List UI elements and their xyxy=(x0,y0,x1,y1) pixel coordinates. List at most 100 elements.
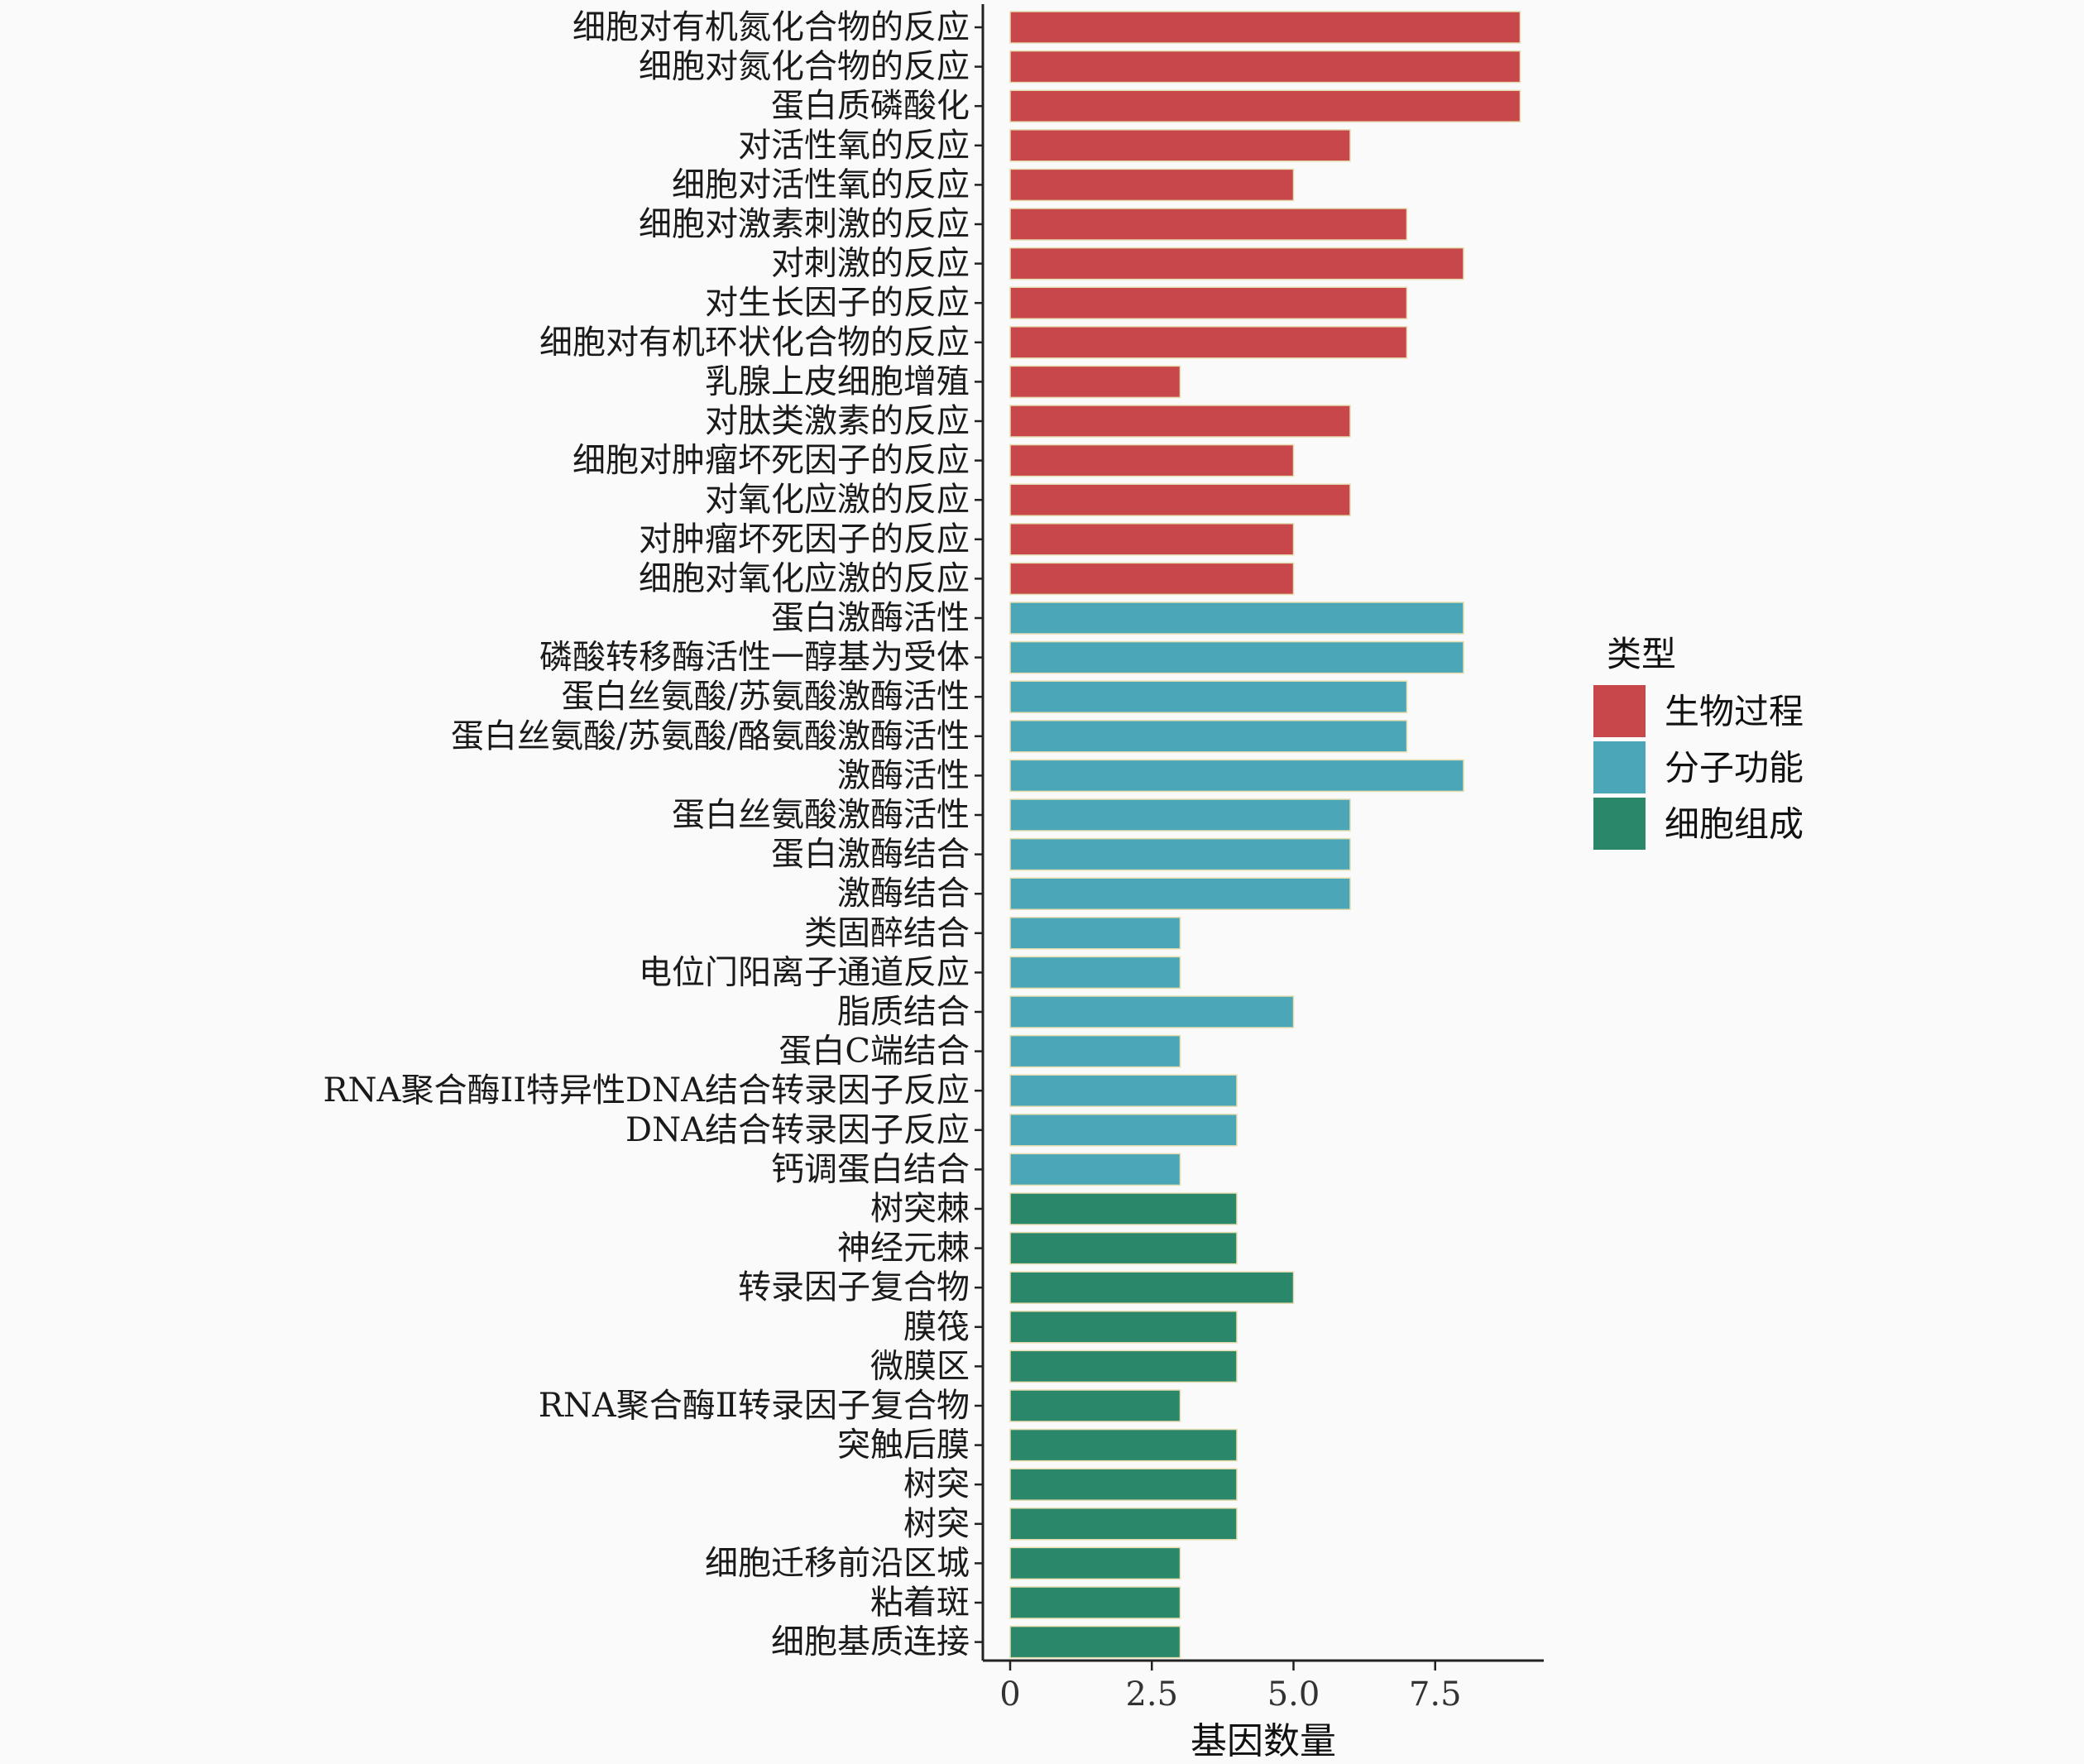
category-label-32: 转录因子复合物 xyxy=(738,1268,970,1306)
category-label-8: 细胞对有机环状化合物的反应 xyxy=(539,324,970,362)
bar-17 xyxy=(1009,680,1408,713)
bar-21 xyxy=(1009,837,1351,871)
category-label-0: 细胞对有机氮化合物的反应 xyxy=(573,8,970,46)
category-label-36: 突触后膜 xyxy=(837,1426,970,1464)
bar-34 xyxy=(1009,1349,1238,1383)
bar-40 xyxy=(1009,1586,1181,1619)
legend-label-2: 细胞组成 xyxy=(1665,804,1804,845)
legend-swatch-1 xyxy=(1593,741,1646,793)
x-axis-title: 基因数量 xyxy=(1191,1720,1336,1762)
category-label-28: DNA结合转录因子反应 xyxy=(625,1111,970,1149)
x-tick-label-3: 7.5 xyxy=(1409,1675,1462,1714)
bar-22 xyxy=(1009,877,1351,910)
category-label-21: 蛋白激酶结合 xyxy=(771,836,970,874)
category-label-29: 钙调蛋白结合 xyxy=(771,1150,970,1188)
category-label-24: 电位门阳离子通道反应 xyxy=(639,953,970,991)
bar-12 xyxy=(1009,483,1351,516)
category-label-26: 蛋白C端结合 xyxy=(779,1033,970,1071)
bar-35 xyxy=(1009,1389,1181,1422)
category-label-30: 树突棘 xyxy=(870,1190,970,1228)
category-label-10: 对肽类激素的反应 xyxy=(705,402,970,440)
category-label-15: 蛋白激酶活性 xyxy=(771,599,970,637)
bar-16 xyxy=(1009,640,1464,674)
category-label-13: 对肿瘤坏死因子的反应 xyxy=(639,520,970,558)
category-label-5: 细胞对激素刺激的反应 xyxy=(639,205,970,243)
bar-30 xyxy=(1009,1192,1238,1225)
category-label-23: 类固醉结合 xyxy=(804,914,970,952)
bar-13 xyxy=(1009,523,1295,556)
bar-7 xyxy=(1009,286,1408,319)
bar-11 xyxy=(1009,443,1295,477)
bar-8 xyxy=(1009,326,1408,359)
category-label-3: 对活性氧的反应 xyxy=(738,127,970,165)
bar-23 xyxy=(1009,917,1181,950)
bar-3 xyxy=(1009,129,1351,162)
bar-2 xyxy=(1009,89,1521,122)
category-label-1: 细胞对氮化合物的反应 xyxy=(639,48,970,86)
category-label-38: 树突 xyxy=(903,1505,970,1543)
category-label-11: 细胞对肿瘤坏死因子的反应 xyxy=(573,442,970,480)
bar-31 xyxy=(1009,1231,1238,1265)
bar-24 xyxy=(1009,956,1181,990)
category-label-27: RNA聚合酶II特异性DNA结合转录因子反应 xyxy=(323,1071,970,1110)
bar-19 xyxy=(1009,759,1464,793)
category-label-20: 蛋白丝氨酸激酶活性 xyxy=(672,796,970,834)
category-labels: 细胞对有机氮化合物的反应细胞对氮化合物的反应蛋白质磷酸化对活性氧的反应细胞对活性… xyxy=(323,8,983,1661)
category-label-9: 乳腺上皮细胞增殖 xyxy=(705,362,970,400)
category-label-18: 蛋白丝氨酸/苏氨酸/酪氨酸激酶活性 xyxy=(451,717,970,755)
category-label-33: 膜筏 xyxy=(903,1308,970,1346)
bar-1 xyxy=(1009,50,1521,84)
bar-29 xyxy=(1009,1153,1181,1186)
category-label-31: 神经元棘 xyxy=(837,1230,970,1268)
bar-10 xyxy=(1009,405,1351,438)
category-label-16: 磷酸转移酶活性一醇基为受体 xyxy=(539,639,970,677)
category-label-39: 细胞迁移前沿区城 xyxy=(705,1544,970,1582)
legend-swatch-0 xyxy=(1593,685,1646,737)
legend-label-0: 生物过程 xyxy=(1665,692,1804,732)
bar-27 xyxy=(1009,1074,1238,1107)
bars-group xyxy=(1009,11,1521,1659)
category-label-4: 细胞对活性氧的反应 xyxy=(672,165,970,204)
category-label-22: 激酶结合 xyxy=(837,875,970,913)
category-label-25: 脂质结合 xyxy=(837,993,970,1031)
bar-32 xyxy=(1009,1271,1295,1304)
x-tick-label-0: 0 xyxy=(999,1675,1020,1714)
category-label-7: 对生长因子的反应 xyxy=(705,284,970,322)
legend-label-1: 分子功能 xyxy=(1665,748,1804,789)
category-label-14: 细胞对氧化应激的反应 xyxy=(639,559,970,597)
category-label-35: RNA聚合酶Ⅱ转录因子复合物 xyxy=(539,1387,970,1425)
category-label-12: 对氧化应激的反应 xyxy=(705,481,970,519)
bar-15 xyxy=(1009,602,1464,635)
bar-25 xyxy=(1009,995,1295,1028)
bar-39 xyxy=(1009,1546,1181,1580)
category-label-41: 细胞基质连接 xyxy=(771,1623,970,1661)
bar-5 xyxy=(1009,208,1408,241)
bar-20 xyxy=(1009,798,1351,832)
bar-26 xyxy=(1009,1034,1181,1068)
category-label-40: 粘着斑 xyxy=(870,1584,970,1622)
bar-28 xyxy=(1009,1114,1238,1147)
x-tick-label-2: 5.0 xyxy=(1267,1675,1320,1714)
bar-9 xyxy=(1009,365,1181,399)
bar-4 xyxy=(1009,168,1295,202)
x-ticks: 0 2.5 5.0 7.5 xyxy=(999,1661,1462,1714)
bar-14 xyxy=(1009,562,1295,596)
bar-33 xyxy=(1009,1311,1238,1344)
bar-6 xyxy=(1009,247,1464,280)
bar-38 xyxy=(1009,1508,1238,1541)
bar-37 xyxy=(1009,1468,1238,1501)
category-label-37: 树突 xyxy=(903,1465,970,1503)
category-label-34: 微膜区 xyxy=(870,1347,970,1385)
bar-36 xyxy=(1009,1428,1238,1462)
category-label-6: 对刺激的反应 xyxy=(771,245,970,283)
category-label-2: 蛋白质磷酸化 xyxy=(771,87,970,125)
x-tick-label-1: 2.5 xyxy=(1125,1675,1178,1714)
category-label-17: 蛋白丝氨酸/苏氨酸激酶活性 xyxy=(562,678,970,716)
bar-41 xyxy=(1009,1625,1181,1659)
category-label-19: 激酶活性 xyxy=(837,756,970,794)
bar-18 xyxy=(1009,720,1408,753)
bar-0 xyxy=(1009,11,1521,44)
